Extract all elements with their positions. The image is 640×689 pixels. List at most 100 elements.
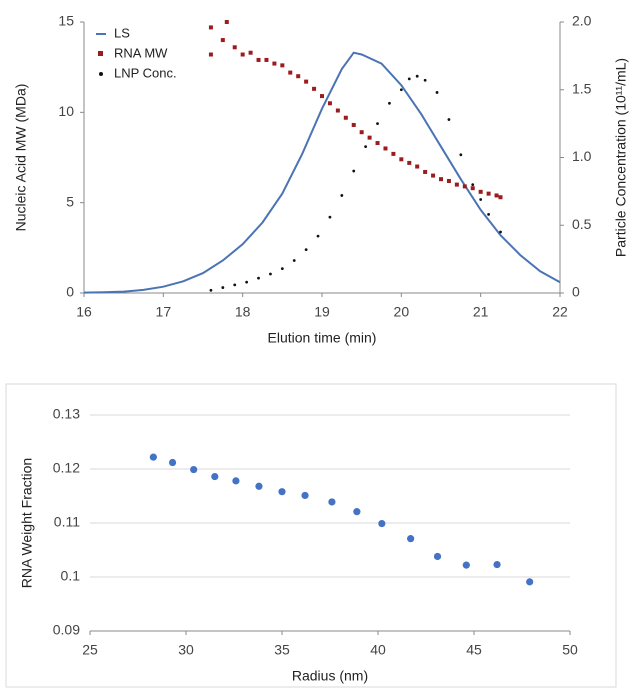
point <box>304 79 309 84</box>
point <box>423 78 427 82</box>
x-tick-label: 40 <box>370 642 386 658</box>
y2-tick-label: 0.5 <box>572 216 592 232</box>
point <box>435 91 439 94</box>
point <box>343 115 348 120</box>
point <box>399 88 403 92</box>
point <box>269 272 272 276</box>
point <box>459 153 463 157</box>
point <box>240 52 245 57</box>
point <box>446 178 451 183</box>
point <box>367 135 372 140</box>
y2-tick-label: 1.0 <box>572 148 592 164</box>
point <box>378 519 386 528</box>
point <box>312 86 317 91</box>
point <box>493 560 501 569</box>
point <box>211 472 219 481</box>
point <box>462 184 467 189</box>
point <box>423 169 428 174</box>
point <box>221 286 225 289</box>
line <box>83 51 561 294</box>
point <box>351 122 356 127</box>
point <box>232 477 240 485</box>
point <box>208 25 213 30</box>
point <box>316 234 320 238</box>
point <box>462 561 470 569</box>
x-tick-label: 45 <box>466 642 482 658</box>
point <box>454 182 459 187</box>
point <box>376 122 379 126</box>
point <box>447 118 451 121</box>
point <box>149 453 157 461</box>
point <box>288 70 293 75</box>
point <box>209 288 213 292</box>
x-axis-title: Elution time (min) <box>268 330 377 346</box>
y-tick-label: 0.09 <box>53 622 80 638</box>
x-tick-label: 25 <box>82 642 98 658</box>
point <box>353 508 361 516</box>
point <box>388 101 391 105</box>
point <box>255 482 263 490</box>
y-axis-title: Nucleic Acid MW (MDa) <box>13 84 29 232</box>
x-tick-label: 22 <box>552 304 568 320</box>
x-tick-label: 30 <box>178 642 194 658</box>
point <box>168 458 177 467</box>
x-axis-title: Radius (nm) <box>292 668 368 684</box>
point <box>292 259 296 262</box>
point <box>220 38 225 43</box>
x-tick-label: 21 <box>473 304 489 320</box>
point <box>280 267 284 271</box>
y2-tick-label: 0 <box>572 284 580 300</box>
point <box>272 61 277 66</box>
legend-label: LS <box>114 25 130 40</box>
point <box>208 52 213 57</box>
point <box>304 248 308 252</box>
y-tick-label: 0.1 <box>61 568 81 584</box>
legend-swatch <box>99 72 103 76</box>
point <box>245 280 249 284</box>
point <box>280 63 285 68</box>
chart-frame <box>5 383 617 688</box>
point <box>498 195 503 200</box>
point <box>296 74 301 79</box>
y-tick-label: 0.12 <box>53 460 80 476</box>
point <box>301 491 309 500</box>
y-tick-label: 0.13 <box>53 406 80 422</box>
point <box>399 157 404 162</box>
point <box>478 189 483 194</box>
y-tick-label: 5 <box>66 193 74 209</box>
point <box>407 77 411 81</box>
point <box>352 169 356 173</box>
x-tick-label: 19 <box>314 304 330 320</box>
point <box>470 186 475 191</box>
point <box>486 191 491 196</box>
y2-tick-label: 1.5 <box>572 80 592 96</box>
point <box>224 20 229 24</box>
point <box>407 160 412 165</box>
y2-tick-label: 2.0 <box>572 13 592 29</box>
point <box>439 177 443 182</box>
y-tick-label: 10 <box>58 103 74 119</box>
point <box>328 215 332 219</box>
point <box>375 141 380 146</box>
point <box>499 230 502 234</box>
y-axis-title: RNA Weight Fraction <box>19 458 35 588</box>
point <box>278 488 286 496</box>
point <box>494 193 499 198</box>
x-tick-label: 50 <box>562 642 578 658</box>
point <box>190 465 198 474</box>
point <box>431 173 436 178</box>
point <box>335 108 340 113</box>
point <box>364 145 368 149</box>
point <box>327 101 332 106</box>
point <box>479 198 483 201</box>
y2-axis-title: Particle Concentration (10¹¹/mL) <box>613 58 629 257</box>
point <box>359 130 364 135</box>
x-tick-label: 17 <box>156 304 172 320</box>
legend-label: LNP Conc. <box>114 65 177 80</box>
point <box>415 74 419 78</box>
legend-swatch <box>98 51 103 56</box>
point <box>320 94 324 99</box>
x-tick-label: 20 <box>394 304 410 320</box>
point <box>487 213 490 216</box>
